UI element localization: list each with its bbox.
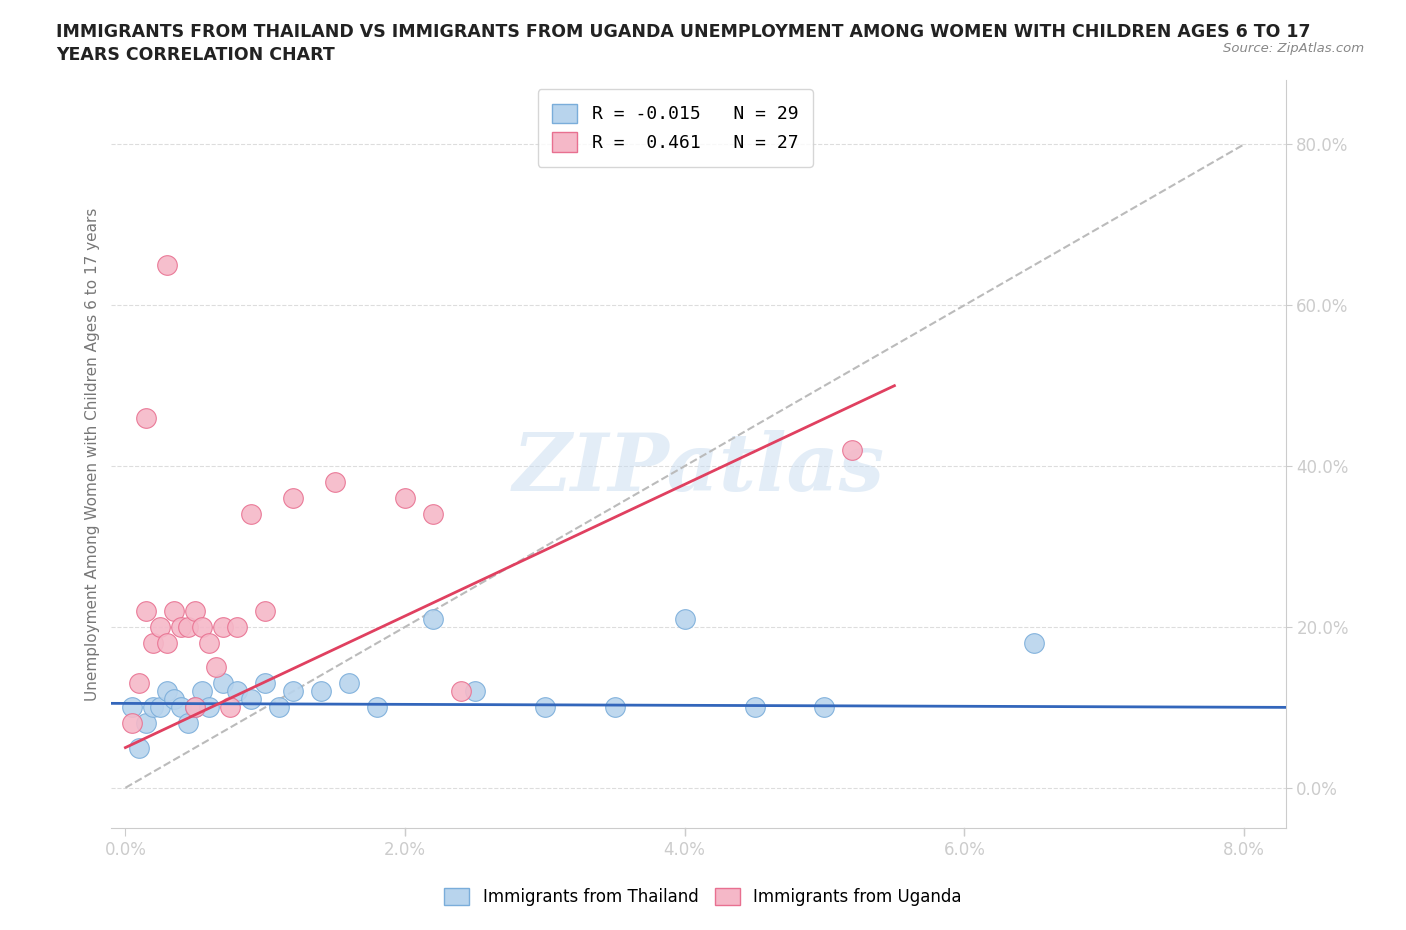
Text: ZIPatlas: ZIPatlas (513, 431, 884, 508)
Point (128, 676, 150, 691)
Point (254, 604, 277, 618)
Point (323, 474, 346, 489)
Point (177, 716, 200, 731)
Point (142, 635, 165, 650)
Point (422, 507, 444, 522)
Point (184, 700, 207, 715)
Point (135, 716, 157, 731)
Point (198, 700, 221, 715)
Point (603, 700, 626, 715)
Point (240, 507, 263, 522)
Point (744, 700, 766, 715)
Text: YEARS CORRELATION CHART: YEARS CORRELATION CHART (56, 46, 335, 64)
Point (212, 676, 235, 691)
Point (450, 684, 472, 698)
Point (366, 700, 388, 715)
Point (142, 700, 165, 715)
Legend: R = -0.015   N = 29, R =  0.461   N = 27: R = -0.015 N = 29, R = 0.461 N = 27 (537, 89, 813, 166)
Point (226, 684, 249, 698)
Point (422, 611, 444, 626)
Point (121, 700, 143, 715)
Point (309, 684, 332, 698)
Point (135, 410, 157, 425)
Point (212, 619, 235, 634)
Point (184, 700, 207, 715)
Text: Source: ZipAtlas.com: Source: ZipAtlas.com (1223, 42, 1364, 55)
Point (219, 700, 242, 715)
Point (149, 700, 172, 715)
Point (198, 635, 221, 650)
Point (226, 619, 249, 634)
Point (205, 659, 228, 674)
Point (813, 700, 835, 715)
Point (184, 604, 207, 618)
Point (163, 692, 186, 707)
Point (283, 684, 305, 698)
Point (673, 611, 696, 626)
Point (156, 684, 179, 698)
Point (128, 740, 150, 755)
Point (464, 684, 486, 698)
Y-axis label: Unemployment Among Women with Children Ages 6 to 17 years: Unemployment Among Women with Children A… (86, 207, 100, 700)
Point (394, 491, 416, 506)
Point (534, 700, 557, 715)
Point (254, 676, 277, 691)
Point (269, 700, 291, 715)
Point (191, 619, 214, 634)
Point (841, 443, 863, 458)
Point (1024, 635, 1046, 650)
Point (337, 676, 360, 691)
Legend: Immigrants from Thailand, Immigrants from Uganda: Immigrants from Thailand, Immigrants fro… (437, 881, 969, 912)
Point (121, 716, 143, 731)
Point (163, 604, 186, 618)
Point (177, 619, 200, 634)
Point (191, 684, 214, 698)
Text: IMMIGRANTS FROM THAILAND VS IMMIGRANTS FROM UGANDA UNEMPLOYMENT AMONG WOMEN WITH: IMMIGRANTS FROM THAILAND VS IMMIGRANTS F… (56, 23, 1310, 41)
Point (170, 700, 193, 715)
Point (135, 604, 157, 618)
Point (240, 692, 263, 707)
Point (149, 619, 172, 634)
Point (156, 635, 179, 650)
Point (156, 258, 179, 272)
Point (170, 619, 193, 634)
Point (283, 491, 305, 506)
